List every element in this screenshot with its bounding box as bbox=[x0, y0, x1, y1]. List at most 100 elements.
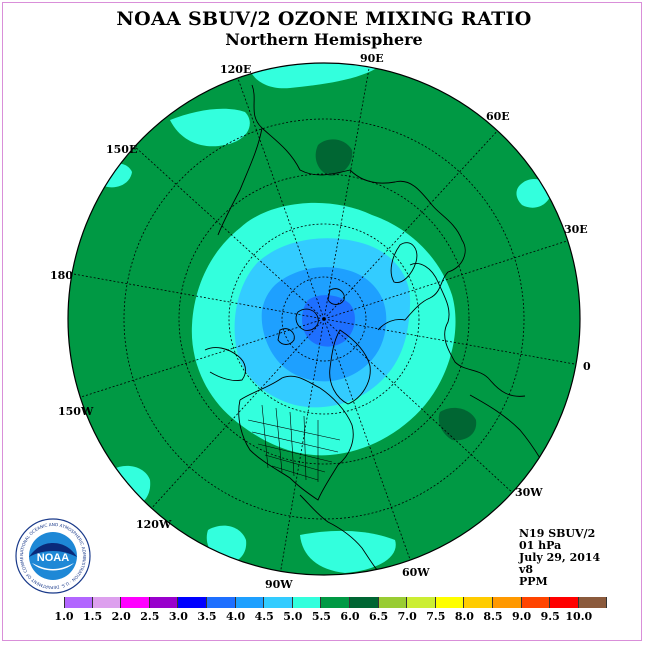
legend-swatch bbox=[321, 597, 350, 608]
meridian-30w bbox=[323, 318, 516, 496]
legend-swatch bbox=[264, 597, 293, 608]
map-subtitle: Northern Hemisphere bbox=[225, 30, 423, 49]
info-units: PPM bbox=[519, 575, 548, 588]
ozone-patch-top-left bbox=[170, 108, 250, 147]
legend-colorbar bbox=[64, 597, 608, 608]
meridian-120e bbox=[235, 72, 325, 320]
legend-tick-label: 1.0 bbox=[54, 610, 74, 623]
lon-label-90e: 90E bbox=[360, 52, 384, 65]
ozone-patch-lower-left bbox=[110, 465, 151, 506]
lon-label-120w: 120W bbox=[136, 518, 172, 531]
logo-text: NOAA bbox=[37, 552, 69, 564]
legend-swatch bbox=[149, 597, 179, 608]
legend-tick-label: 1.5 bbox=[83, 610, 103, 623]
coastline-europe bbox=[409, 263, 526, 397]
meridian-180 bbox=[68, 272, 325, 320]
map-title: NOAA SBUV/2 OZONE MIXING RATIO bbox=[116, 8, 532, 30]
legend-tick-label: 8.5 bbox=[483, 610, 503, 623]
legend-tick-label: 10.0 bbox=[565, 610, 593, 623]
logo-wave-icon bbox=[32, 563, 74, 571]
meridian-60w bbox=[323, 318, 413, 566]
lon-label-180: 180 bbox=[50, 269, 73, 282]
legend-swatch bbox=[235, 597, 265, 608]
legend-tick-label: 3.5 bbox=[197, 610, 217, 623]
legend-tick-labels: 1.0 1.5 2.0 2.5 3.0 3.5 4.0 4.5 5.0 5.5 6.0 6.5 7.0 7… bbox=[0, 610, 648, 624]
info-date: July 29, 2014 bbox=[519, 551, 601, 564]
legend-swatch bbox=[292, 597, 322, 608]
meridian-90w bbox=[279, 318, 325, 575]
legend-tick-label: 7.0 bbox=[397, 610, 417, 623]
lon-label-0: 0 bbox=[583, 360, 591, 373]
legend-swatch bbox=[521, 597, 551, 608]
legend-tick-label: 5.5 bbox=[311, 610, 331, 623]
ozone-patch-dark-east bbox=[438, 407, 477, 441]
legend-tick-label: 8.0 bbox=[454, 610, 474, 623]
coastlines bbox=[204, 84, 561, 575]
ozone-patch-dark-north bbox=[315, 139, 353, 176]
coastline-central-america bbox=[299, 494, 383, 575]
legend-swatch bbox=[378, 597, 408, 608]
latitude-circle-80 bbox=[281, 276, 367, 362]
legend-swatch bbox=[121, 597, 150, 608]
coastline-scandinavia bbox=[390, 242, 418, 283]
us-state-lines-vertical bbox=[261, 404, 319, 482]
legend-tick-label: 6.0 bbox=[340, 610, 360, 623]
legend-tick-label: 9.5 bbox=[540, 610, 560, 623]
latitude-circle-70 bbox=[228, 223, 420, 415]
legend-swatch bbox=[206, 597, 236, 608]
coastline-alaska bbox=[204, 347, 246, 381]
lon-label-150w: 150W bbox=[58, 405, 94, 418]
legend-tick-label: 6.5 bbox=[369, 610, 389, 623]
lon-label-150e: 150E bbox=[106, 143, 138, 156]
legend-tick-label: 9.0 bbox=[512, 610, 532, 623]
legend-swatch bbox=[464, 597, 493, 608]
ozone-contour-3-5 bbox=[302, 295, 355, 347]
latitude-circle-50 bbox=[123, 118, 525, 520]
legend-swatch bbox=[578, 597, 608, 608]
legend-swatch bbox=[492, 597, 522, 608]
meridian-60e bbox=[323, 127, 501, 320]
info-version: v8 bbox=[519, 563, 534, 576]
graticule bbox=[68, 63, 580, 575]
legend-tick-label: 2.0 bbox=[111, 610, 131, 623]
page-frame bbox=[2, 2, 642, 641]
globe-outline bbox=[67, 62, 581, 576]
lon-label-60w: 60W bbox=[402, 566, 430, 579]
legend-tick-label: 7.5 bbox=[426, 610, 446, 623]
ozone-patch-top bbox=[250, 63, 380, 89]
legend-swatch bbox=[178, 597, 207, 608]
meridian-150w bbox=[77, 318, 325, 399]
legend-swatch bbox=[435, 597, 465, 608]
meridian-120w bbox=[149, 318, 325, 511]
logo-bird-icon bbox=[29, 543, 77, 557]
lon-label-60e: 60E bbox=[486, 110, 510, 123]
legend-swatch bbox=[64, 597, 93, 608]
us-state-lines-horizontal bbox=[247, 419, 341, 481]
legend-swatch bbox=[349, 597, 379, 608]
coastline-asia-east bbox=[217, 127, 263, 236]
lon-label-120e: 120E bbox=[220, 63, 252, 76]
legend-swatch bbox=[550, 597, 579, 608]
legend-swatch bbox=[407, 597, 436, 608]
coastline-north-america bbox=[238, 375, 354, 501]
info-level: 01 hPa bbox=[519, 539, 562, 552]
lon-label-30w: 30W bbox=[515, 486, 543, 499]
lon-label-30e: 30E bbox=[564, 223, 588, 236]
info-block: N19 SBUV/2 01 hPa July 29, 2014 v8 PPM bbox=[519, 528, 600, 588]
meridian-90e bbox=[323, 63, 371, 320]
legend-swatch bbox=[92, 597, 122, 608]
legend-tick-label: 5.0 bbox=[283, 610, 303, 623]
meridian-30e bbox=[323, 239, 571, 320]
latitude-circle-60 bbox=[178, 173, 470, 465]
coastline-greenland bbox=[329, 329, 371, 405]
legend-tick-label: 4.5 bbox=[254, 610, 274, 623]
coastline-arctic-islands bbox=[277, 288, 345, 345]
lon-label-90w: 90W bbox=[265, 578, 293, 591]
info-satellite: N19 SBUV/2 bbox=[519, 527, 596, 540]
ozone-field bbox=[68, 63, 580, 575]
us-state-borders bbox=[247, 404, 341, 482]
legend-tick-label: 2.5 bbox=[140, 610, 160, 623]
legend-tick-label: 4.0 bbox=[226, 610, 246, 623]
meridian-150e bbox=[132, 144, 325, 320]
